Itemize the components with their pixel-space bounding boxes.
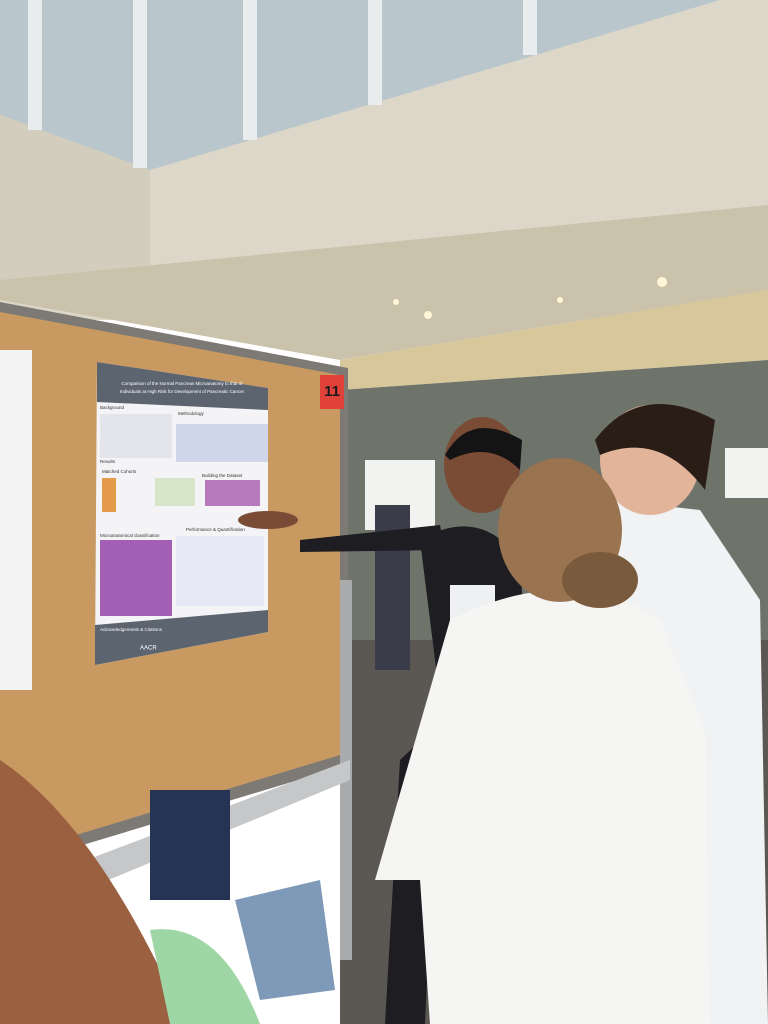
ceiling-lights	[393, 277, 667, 319]
lab-coat	[375, 590, 710, 1024]
figure	[100, 540, 172, 616]
logo: AACR	[140, 646, 157, 652]
left-poster	[0, 350, 32, 690]
section-heading: Methodology	[178, 411, 205, 416]
number-sign	[320, 375, 344, 409]
poster-title: Comparison of the Normal Pancreas Microa…	[121, 381, 243, 386]
foreground-hair	[0, 760, 180, 1024]
poster-title: Individuals at High Risk for Development…	[120, 389, 245, 394]
lit-wall	[340, 290, 768, 390]
figure	[155, 478, 195, 506]
ceiling	[0, 205, 768, 360]
section-heading: Matched Cohorts	[102, 469, 137, 474]
wall-left	[0, 115, 150, 300]
foreground-shirt	[150, 929, 260, 1024]
figure	[205, 480, 260, 506]
figure	[176, 536, 264, 606]
section-heading: Building the Dataset	[202, 473, 243, 478]
windows	[0, 0, 720, 170]
bag	[235, 880, 335, 1000]
poster-footer	[95, 610, 268, 665]
text-block	[100, 414, 172, 458]
pointing-hand	[238, 511, 298, 529]
window-frames	[28, 0, 537, 168]
section-heading: Performance & Quantification	[186, 527, 245, 532]
figure	[176, 424, 268, 462]
section-heading: Microanatomical classification	[100, 533, 160, 538]
figure	[102, 478, 116, 512]
section-heading: Results	[100, 459, 116, 464]
legs	[150, 790, 230, 900]
presenter-hair	[445, 428, 522, 470]
section-heading: Acknowledgements & Citations	[100, 627, 163, 632]
board-number: 11	[324, 383, 340, 400]
hair-bun	[562, 552, 638, 608]
far-poster	[725, 448, 768, 498]
hair	[595, 404, 715, 490]
presenter-arm	[300, 525, 445, 552]
section-heading: Background	[100, 405, 125, 410]
poster-header	[97, 362, 268, 410]
